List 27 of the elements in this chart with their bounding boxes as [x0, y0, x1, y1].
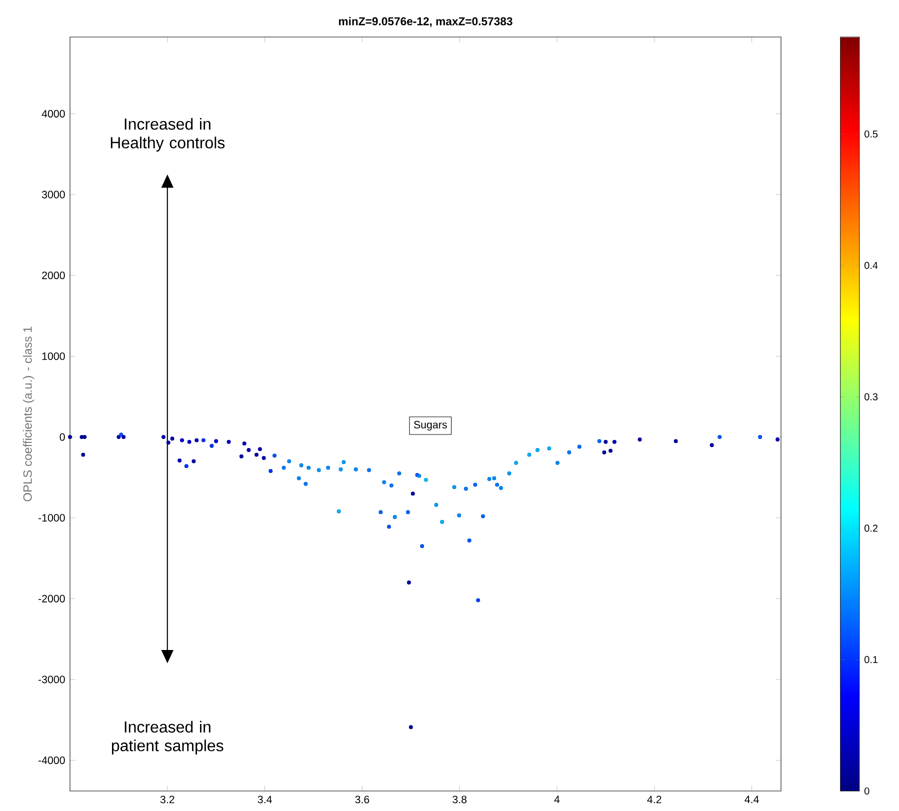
color-bar-label: 0.4 — [864, 262, 878, 269]
x-tick-label: 3.4 — [258, 796, 272, 804]
x-tick-label: 3.6 — [355, 796, 370, 804]
x-tick-label: 4 — [554, 796, 560, 804]
x-tick-label: 3.8 — [452, 796, 467, 804]
y-tick-label: 1000 — [42, 352, 65, 360]
color-bar-label: 0.3 — [864, 393, 878, 400]
x-tick-label: 4.4 — [744, 796, 759, 804]
color-bar-label: 0.5 — [864, 130, 878, 138]
y-axis-title: OPLS coefficients (a.u.) - class 1 — [23, 326, 34, 502]
y-tick-label: -3000 — [38, 676, 65, 684]
color-bar-label: 0 — [864, 787, 870, 795]
y-tick-label: -1000 — [38, 514, 65, 522]
y-tick-label: 4000 — [42, 110, 65, 118]
color-bar-label: 0.2 — [864, 524, 878, 532]
chart-title: minZ=9.0576e-12, maxZ=0.57383 — [338, 16, 512, 27]
y-tick-label: 0 — [60, 433, 65, 441]
annotation: Sugars — [414, 420, 447, 431]
x-tick-label: 4.2 — [647, 796, 662, 804]
x-tick-label: 3.2 — [160, 796, 174, 804]
y-tick-label: 3000 — [42, 190, 65, 198]
y-tick-label: -2000 — [38, 594, 65, 602]
y-tick-label: 2000 — [42, 272, 65, 280]
y-tick-label: -4000 — [38, 756, 65, 764]
annotation: Increased in patient samples — [112, 720, 224, 754]
color-bar-label: 0.1 — [864, 656, 878, 664]
annotation: Increased in Healthy controls — [110, 118, 225, 152]
